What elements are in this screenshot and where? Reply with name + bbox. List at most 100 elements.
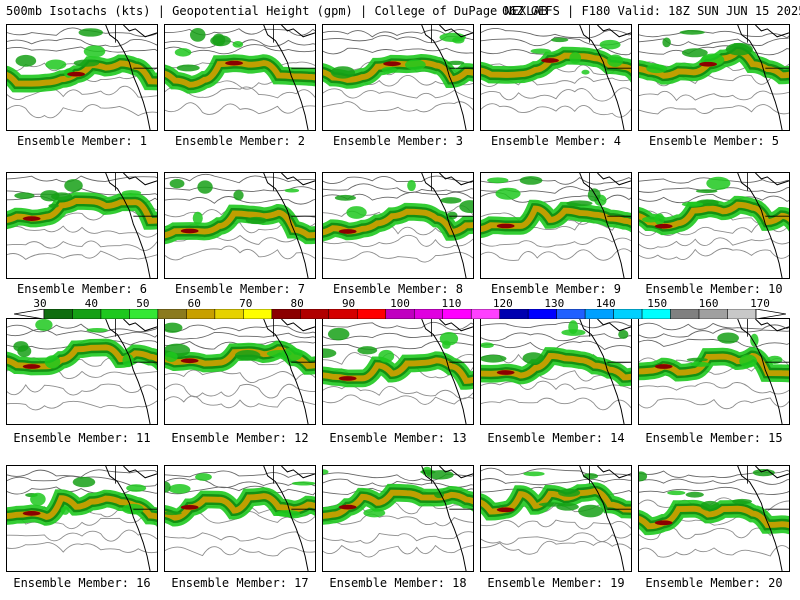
height-contour xyxy=(165,39,315,49)
colorbar-swatch xyxy=(641,309,671,319)
jet-max-core xyxy=(654,520,673,526)
colorbar-tick-label: 90 xyxy=(341,297,356,310)
colorbar-swatch xyxy=(556,309,586,319)
jet-max-core xyxy=(67,71,85,77)
isotach-patch xyxy=(192,211,203,225)
colorbar-tick-label: 70 xyxy=(239,297,253,310)
isotach-patch xyxy=(681,201,704,207)
height-contour xyxy=(7,542,157,554)
height-contour xyxy=(7,187,157,196)
political-border xyxy=(115,173,157,217)
height-contour xyxy=(7,85,157,100)
isotach-patch xyxy=(686,357,708,362)
ensemble-member-label: Ensemble Member: 16 xyxy=(13,576,151,590)
height-contour xyxy=(323,472,473,482)
isotach-patch xyxy=(522,352,545,365)
height-contour xyxy=(7,328,157,339)
isotach-band-60kt xyxy=(7,60,157,87)
coastline xyxy=(263,319,315,424)
ensemble-member-map xyxy=(6,318,158,425)
isotach-patch xyxy=(495,187,521,200)
jet-max-core xyxy=(496,507,515,513)
height-contour xyxy=(323,544,473,558)
ensemble-member-map xyxy=(6,465,158,572)
height-contour xyxy=(7,469,157,478)
isotach-patch xyxy=(323,348,337,358)
ensemble-member-label: Ensemble Member: 20 xyxy=(645,576,783,590)
isotach-patch xyxy=(126,484,147,492)
height-contour xyxy=(639,222,789,237)
isotach-patch xyxy=(165,481,171,493)
height-contour xyxy=(165,245,315,261)
colorbar-swatch xyxy=(186,309,216,319)
ensemble-member-label: Ensemble Member: 10 xyxy=(645,282,783,296)
isotach-patch xyxy=(40,190,60,202)
isotach-patch xyxy=(725,42,753,56)
height-contour xyxy=(481,478,631,486)
height-contour xyxy=(323,101,473,113)
political-border xyxy=(115,319,157,363)
isotach-patch xyxy=(732,498,752,505)
isotach-patch xyxy=(618,329,629,339)
political-border xyxy=(115,25,157,69)
colorbar-tick-label: 170 xyxy=(750,297,770,310)
wind-speed-colorbar xyxy=(14,309,786,319)
colorbar-swatch xyxy=(157,309,187,319)
isotach-patch xyxy=(452,36,465,44)
colorbar-tick-label: 60 xyxy=(187,297,201,310)
height-contour xyxy=(7,250,157,261)
colorbar-swatch xyxy=(613,309,643,319)
isotach-patch xyxy=(169,178,185,189)
colorbar-swatch xyxy=(100,309,130,319)
jet-max-core xyxy=(338,504,357,510)
height-contour xyxy=(165,324,315,334)
isotach-patch xyxy=(176,64,200,72)
colorbar-swatch xyxy=(727,309,757,319)
height-contour xyxy=(7,46,157,53)
ensemble-member-label: Ensemble Member: 3 xyxy=(332,134,464,148)
isotach-patch xyxy=(48,203,59,208)
isotach-patch xyxy=(700,500,720,511)
isotach-patch xyxy=(72,476,96,488)
height-contour xyxy=(165,44,315,55)
isotach-patch xyxy=(378,349,395,363)
ensemble-member-map xyxy=(6,172,158,279)
isotach-patch xyxy=(174,48,192,57)
political-border xyxy=(747,25,789,69)
ensemble-member-label: Ensemble Member: 12 xyxy=(171,431,309,445)
ensemble-member-label: Ensemble Member: 1 xyxy=(16,134,148,148)
jet-max-core xyxy=(541,58,559,63)
ensemble-member-map xyxy=(638,172,790,279)
isotach-patch xyxy=(233,190,244,201)
height-contour xyxy=(481,519,631,530)
ensemble-member-map xyxy=(638,24,790,131)
isotach-patch xyxy=(550,37,569,43)
height-contour xyxy=(481,397,631,411)
isotach-patch xyxy=(767,355,783,364)
ensemble-member-label: Ensemble Member: 5 xyxy=(648,134,780,148)
height-contour xyxy=(323,513,473,527)
isotach-patch xyxy=(561,329,586,336)
height-contour xyxy=(323,394,473,406)
height-contour xyxy=(639,497,789,514)
colorbar-swatch xyxy=(499,309,529,319)
isotach-patch xyxy=(168,484,191,494)
height-contour xyxy=(639,37,789,46)
ensemble-member-map xyxy=(322,318,474,425)
height-contour xyxy=(639,322,789,331)
ensemble-member-label: Ensemble Member: 7 xyxy=(174,282,306,296)
height-contour xyxy=(481,248,631,261)
colorbar-swatch xyxy=(214,309,244,319)
height-contour xyxy=(639,328,789,339)
isotach-patch xyxy=(86,328,108,333)
colorbar-swatch xyxy=(584,309,614,319)
ensemble-member-label: Ensemble Member: 15 xyxy=(645,431,783,445)
coastline xyxy=(579,25,631,130)
height-contour xyxy=(481,332,631,342)
isotach-patch xyxy=(442,340,451,349)
colorbar-tick-label: 40 xyxy=(84,297,99,310)
ensemble-member-map xyxy=(480,172,632,279)
height-contour xyxy=(481,103,631,118)
colorbar-swatch xyxy=(43,309,73,319)
colorbar-swatch xyxy=(527,309,557,319)
